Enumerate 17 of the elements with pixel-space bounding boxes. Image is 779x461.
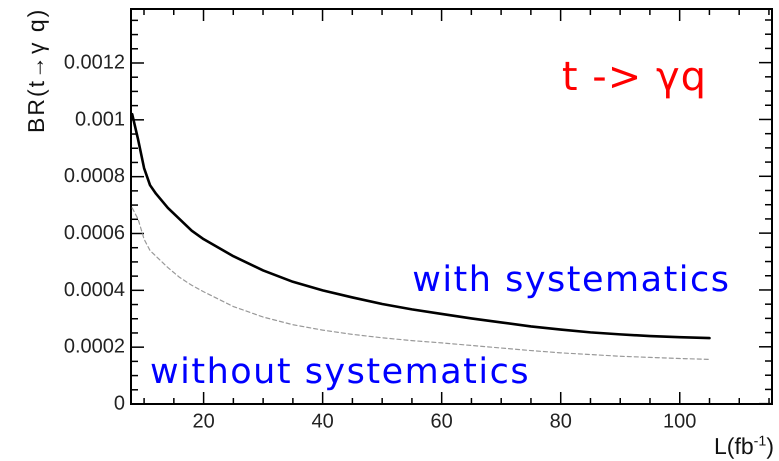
x-tick-label: 100 bbox=[663, 410, 696, 433]
y-tick-label: 0.0006 bbox=[64, 222, 125, 244]
x-tick-label: 20 bbox=[192, 410, 215, 433]
x-tick-label: 40 bbox=[312, 410, 334, 433]
x-tick-label: 80 bbox=[550, 410, 572, 433]
legend-label: with systematics bbox=[412, 260, 731, 300]
y-tick-label: 0.0012 bbox=[64, 52, 125, 74]
y-axis-title: BR(t→γ q) bbox=[23, 8, 50, 133]
y-tick-label: 0.0008 bbox=[64, 165, 125, 188]
y-tick-label: 0.0002 bbox=[64, 336, 125, 358]
x-axis-title: L(fb$^{-1}$) bbox=[714, 433, 774, 460]
y-tick-label: 0.0004 bbox=[64, 278, 125, 301]
text: t -> γq bbox=[562, 54, 707, 100]
x-tick-label: 60 bbox=[430, 410, 453, 433]
series-label: without systematics bbox=[150, 352, 530, 392]
y-tick-label: 0.001 bbox=[74, 108, 125, 130]
y-tick-label: 0 bbox=[114, 392, 125, 415]
